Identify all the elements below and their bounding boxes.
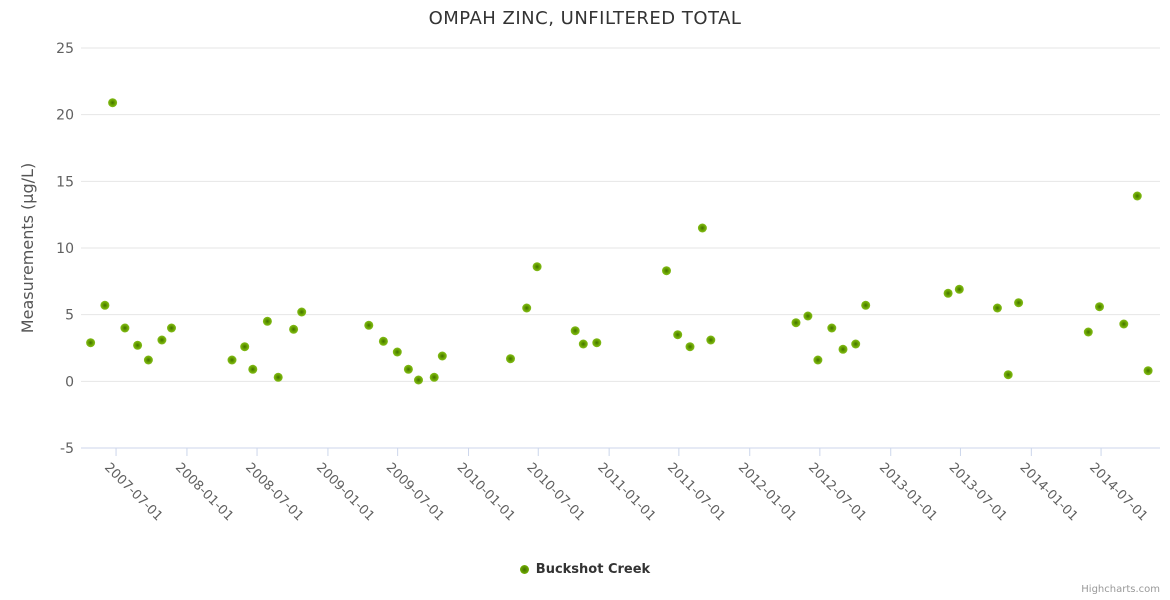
y-axis-tick-label: 20 [56,108,74,124]
data-point[interactable] [685,342,695,352]
data-point[interactable] [827,323,837,333]
data-point[interactable] [157,335,167,345]
data-point[interactable] [813,355,823,365]
data-point[interactable] [673,330,683,340]
x-axis-tick-label: 2007-07-01 [101,460,165,524]
data-point[interactable] [992,303,1002,313]
data-point[interactable] [378,336,388,346]
x-axis-tick-label: 2010-01-01 [454,460,518,524]
data-point[interactable] [1003,370,1013,380]
legend: Buckshot Creek [0,562,1170,577]
y-axis-tick-label: 0 [65,374,74,390]
data-point[interactable] [662,266,671,276]
data-point[interactable] [273,372,283,382]
highcharts-credits-link[interactable]: Highcharts.com [1081,584,1160,595]
x-axis-tick-label: 2014-01-01 [1017,460,1081,524]
data-point[interactable] [120,323,130,333]
data-point[interactable] [133,340,143,350]
legend-marker-icon [519,565,529,574]
data-point[interactable] [532,262,542,272]
chart-title: OMPAH ZINC, UNFILTERED TOTAL [428,8,742,29]
data-point[interactable] [227,355,237,365]
y-axis-tick-label: 10 [56,241,74,257]
data-point[interactable] [240,342,250,352]
y-axis-tick-label: -5 [60,441,74,457]
data-point[interactable] [289,324,299,334]
x-axis-tick-label: 2009-01-01 [313,460,377,524]
x-axis-tick-label: 2010-07-01 [523,460,587,524]
data-point[interactable] [592,338,602,348]
data-point[interactable] [943,288,953,298]
x-axis-tick-label: 2014-07-01 [1086,460,1150,524]
x-axis-tick-label: 2011-07-01 [664,460,728,524]
legend-label: Buckshot Creek [535,562,651,577]
y-axis-tick-label: 5 [65,308,74,324]
data-point[interactable] [706,335,716,345]
x-axis-tick-label: 2008-01-01 [172,460,236,524]
data-point[interactable] [791,318,801,328]
data-point[interactable] [248,364,258,374]
data-point[interactable] [392,347,402,357]
x-axis-tick-label: 2009-07-01 [383,460,447,524]
data-point[interactable] [1014,298,1024,308]
x-axis-tick-label: 2012-01-01 [735,460,799,524]
legend-item-buckshot-creek[interactable]: Buckshot Creek [519,562,651,577]
data-point[interactable] [697,223,707,233]
data-point[interactable] [1143,366,1153,376]
data-point[interactable] [86,338,96,348]
data-point[interactable] [570,326,580,336]
data-point[interactable] [838,344,848,354]
data-point[interactable] [851,339,861,349]
data-point[interactable] [1132,191,1142,201]
x-axis-tick-label: 2013-07-01 [946,460,1010,524]
y-axis-tick-label: 25 [56,41,74,57]
x-axis-tick-label: 2011-01-01 [594,460,658,524]
data-point[interactable] [1095,302,1104,312]
x-axis-tick-label: 2008-07-01 [242,460,306,524]
data-point[interactable] [1119,319,1129,329]
data-point[interactable] [429,372,439,382]
data-point[interactable] [954,284,964,294]
data-point[interactable] [1083,327,1093,337]
data-point[interactable] [167,323,176,333]
y-axis-tick-label: 15 [56,174,74,190]
data-point[interactable] [143,355,153,365]
data-point[interactable] [108,98,118,108]
data-point[interactable] [861,300,871,310]
x-axis-tick-label: 2012-07-01 [805,460,869,524]
data-point[interactable] [506,354,515,364]
data-point[interactable] [297,307,307,317]
data-point[interactable] [100,300,110,310]
data-point[interactable] [364,320,374,330]
data-point[interactable] [522,303,532,313]
data-point[interactable] [262,316,272,326]
data-point[interactable] [403,364,413,374]
data-point[interactable] [437,351,447,361]
x-axis-tick-label: 2013-01-01 [876,460,940,524]
data-point[interactable] [578,339,588,349]
data-point[interactable] [803,311,813,321]
data-point[interactable] [414,375,423,385]
